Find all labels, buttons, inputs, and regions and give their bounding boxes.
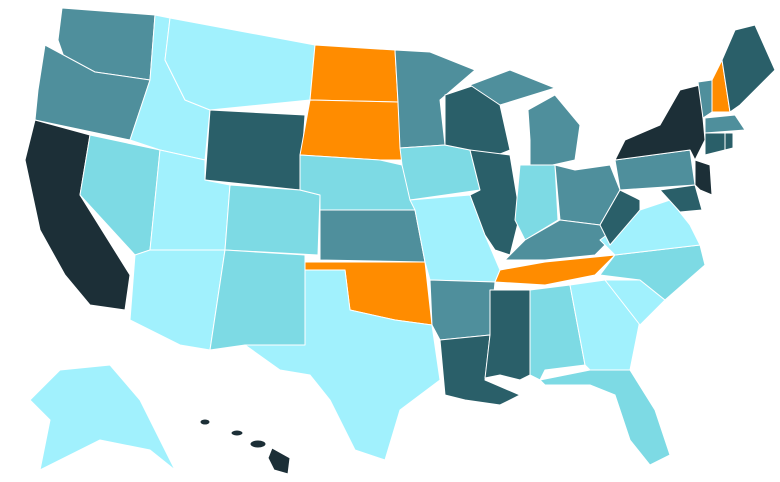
state: [309, 44, 399, 103]
state: [469, 69, 556, 106]
state: [399, 144, 481, 201]
state: [319, 209, 426, 263]
state: [659, 184, 703, 213]
state: [539, 369, 671, 466]
state: [527, 94, 581, 171]
state: [704, 114, 746, 134]
state: [614, 84, 706, 161]
state: [721, 24, 776, 113]
state: [29, 364, 176, 471]
state: [724, 132, 734, 151]
state: [694, 159, 713, 196]
state: [244, 269, 441, 461]
state: [267, 447, 291, 475]
state: [469, 149, 521, 256]
state: [249, 439, 267, 449]
state: [704, 132, 726, 156]
state: [394, 49, 476, 149]
state: [164, 17, 316, 111]
state: [199, 418, 211, 426]
state: [204, 109, 306, 191]
state: [129, 249, 226, 351]
states: [24, 7, 776, 475]
state: [230, 429, 244, 437]
state: [484, 289, 531, 381]
state: [429, 279, 496, 341]
state: [209, 249, 306, 351]
state: [299, 99, 403, 161]
state: [599, 189, 641, 246]
state: [224, 184, 321, 256]
